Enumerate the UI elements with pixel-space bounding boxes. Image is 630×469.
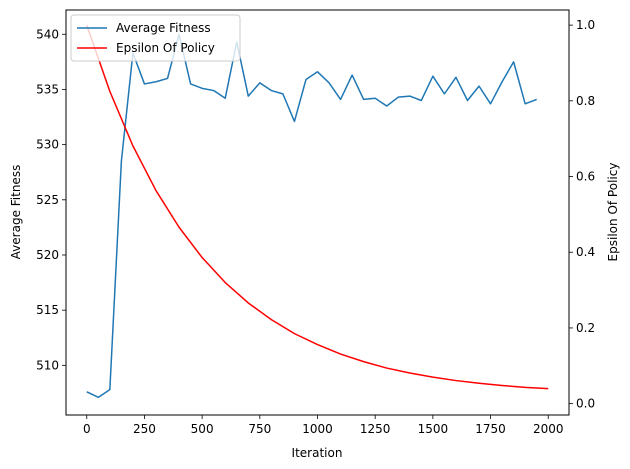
legend-box (70, 14, 241, 62)
y-right-tick-label: 0.8 (576, 94, 595, 108)
y-left-tick-label: 530 (36, 138, 59, 152)
y-left-tick-label: 525 (36, 193, 59, 207)
y-right-axis-label: Epsilon Of Policy (606, 163, 620, 262)
x-axis-label: Iteration (292, 446, 343, 460)
y-right-tick-label: 0.6 (576, 170, 595, 184)
y-right-ticks: 0.0 0.2 0.4 0.6 0.8 1.0 (569, 18, 595, 411)
y-left-tick-label: 535 (36, 82, 59, 96)
y-right-tick-label: 0.4 (576, 245, 595, 259)
y-left-tick-label: 520 (36, 248, 59, 262)
y-left-tick-label: 515 (36, 303, 59, 317)
x-tick-label: 250 (133, 422, 156, 436)
x-tick-label: 0 (83, 422, 91, 436)
x-tick-label: 1000 (302, 422, 333, 436)
x-tick-label: 500 (191, 422, 214, 436)
x-tick-label: 750 (248, 422, 271, 436)
y-right-tick-label: 0.0 (576, 397, 595, 411)
y-left-ticks: 510 515 520 525 530 535 540 (36, 27, 66, 372)
x-ticks: 0 250 500 750 1000 1250 1500 1750 2000 (83, 415, 564, 436)
y-right-tick-label: 1.0 (576, 18, 595, 32)
x-tick-label: 1750 (475, 422, 506, 436)
y-left-tick-label: 540 (36, 27, 59, 41)
series-line-average-fitness (86, 33, 537, 399)
x-tick-label: 1500 (418, 422, 449, 436)
plot-frame (65, 9, 570, 416)
y-right-tick-label: 0.2 (576, 321, 595, 335)
legend: Average Fitness Epsilon Of Policy (70, 14, 241, 62)
series-layer (86, 24, 549, 399)
x-tick-label: 2000 (533, 422, 564, 436)
y-left-tick-label: 510 (36, 358, 59, 372)
x-tick-label: 1250 (360, 422, 391, 436)
y-left-axis-label: Average Fitness (9, 165, 23, 260)
series-line-epsilon-of-policy (86, 24, 549, 390)
legend-label-epsilon-of-policy: Epsilon Of Policy (116, 41, 215, 55)
legend-label-average-fitness: Average Fitness (116, 21, 211, 35)
